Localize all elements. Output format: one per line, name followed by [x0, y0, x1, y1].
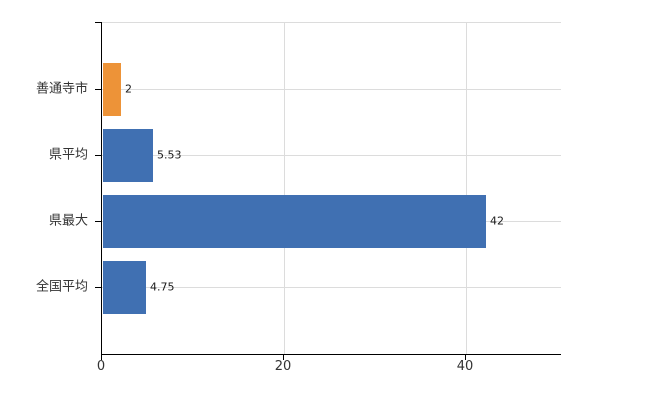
category-label: 全国平均 [35, 279, 88, 295]
x-axis-tick-label: 40 [456, 359, 474, 374]
bar-全国平均 [103, 261, 146, 314]
x-axis-tick-label: 0 [96, 359, 106, 374]
bar-value-label: 5.53 [157, 148, 182, 162]
plot-area: 2 5.53 42 4.75 [101, 22, 561, 355]
category-gridline [102, 287, 561, 288]
bar-value-label: 2 [125, 82, 132, 96]
y-axis-tick [95, 155, 101, 156]
y-axis-tick [95, 89, 101, 90]
category-label: 県平均 [48, 147, 88, 163]
bar-県最大 [103, 195, 486, 248]
category-gridline [102, 89, 561, 90]
category-gridline [102, 155, 561, 156]
plot-top-gridline [102, 22, 561, 23]
y-axis-top-tick [95, 22, 101, 23]
x-gridline [466, 22, 467, 354]
bar-県平均 [103, 129, 153, 182]
category-label: 県最大 [48, 213, 88, 229]
y-axis-tick [95, 287, 101, 288]
category-label: 善通寺市 [35, 81, 88, 97]
y-axis-tick [95, 221, 101, 222]
x-gridline [284, 22, 285, 354]
x-axis-tick-label: 20 [274, 359, 292, 374]
x-axis-tick [101, 355, 102, 360]
bar-value-label: 42 [490, 214, 504, 228]
x-axis-tick [465, 355, 466, 360]
x-axis-tick [283, 355, 284, 360]
bar-善通寺市 [103, 63, 121, 116]
bar-value-label: 4.75 [150, 280, 175, 294]
